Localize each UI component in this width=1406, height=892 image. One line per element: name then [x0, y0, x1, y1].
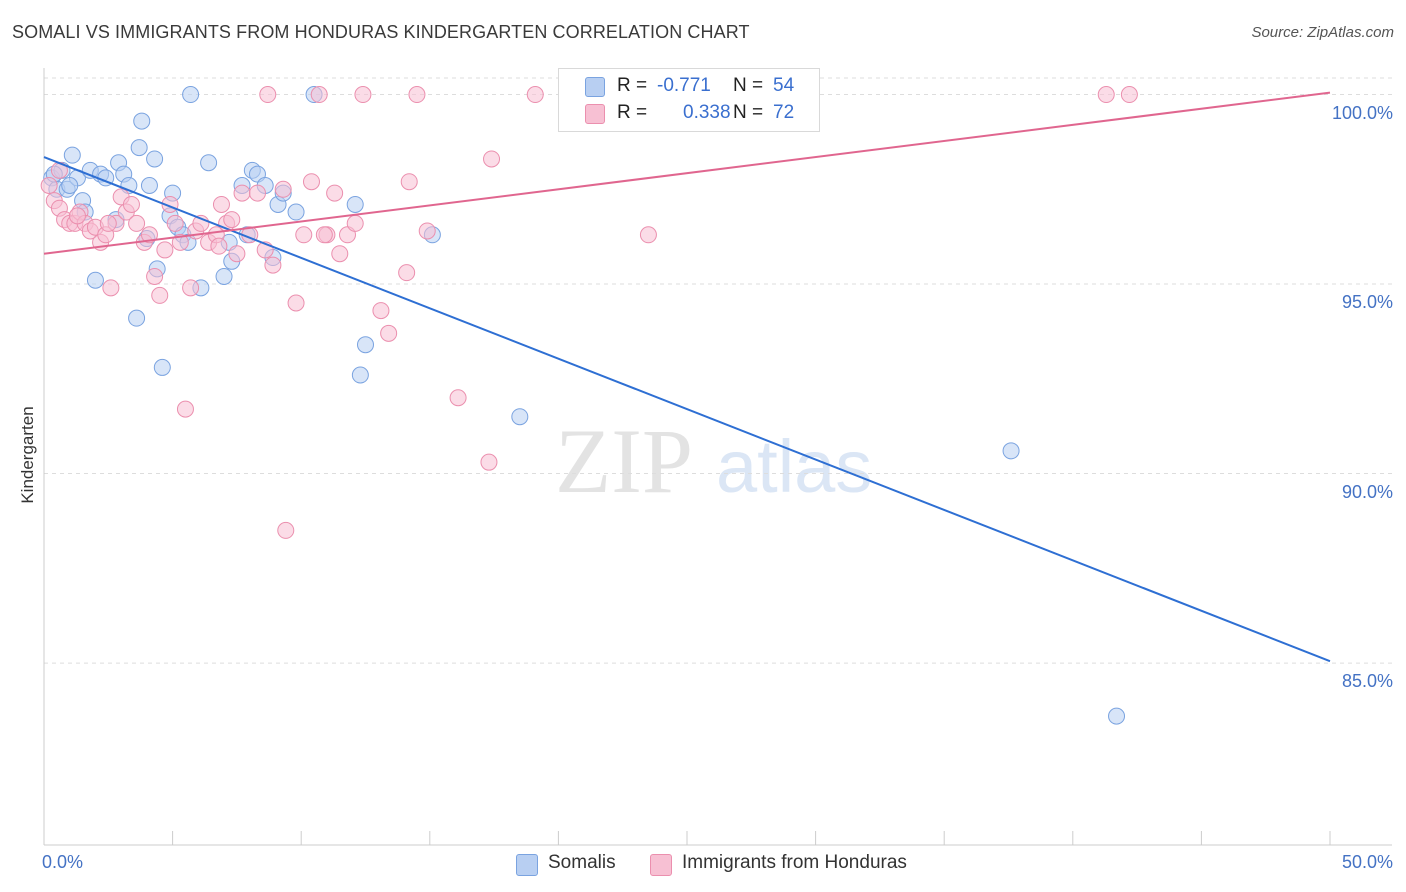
r-label: R = — [617, 75, 648, 96]
somalis-point — [61, 176, 79, 194]
honduras-point — [212, 195, 230, 213]
honduras-swatch — [650, 854, 672, 876]
x-tick-max: 50.0% — [1341, 852, 1393, 872]
honduras-point — [295, 226, 313, 244]
honduras-point — [346, 214, 364, 232]
honduras-point — [331, 245, 349, 263]
honduras-point — [228, 245, 246, 263]
somalis-point — [63, 146, 81, 164]
honduras-point — [99, 214, 117, 232]
honduras-point — [287, 294, 305, 312]
honduras-point — [1120, 86, 1138, 104]
honduras-point — [449, 389, 467, 407]
honduras-point — [259, 86, 277, 104]
honduras-point — [140, 226, 158, 244]
y-tick-label: 85.0% — [1341, 671, 1393, 692]
honduras-point — [480, 453, 498, 471]
somalis-swatch — [516, 854, 538, 876]
somalis-point — [1002, 442, 1020, 460]
x-tick-min: 0.0% — [42, 852, 84, 872]
honduras-point — [233, 184, 251, 202]
y-tick-label: 90.0% — [1341, 481, 1393, 502]
r-label: R = — [617, 102, 648, 123]
somalis-point — [146, 150, 164, 168]
honduras-point — [176, 400, 194, 418]
honduras-point — [526, 86, 544, 104]
somalis-point — [287, 203, 305, 221]
somalis-point — [86, 271, 104, 289]
honduras-point — [310, 86, 328, 104]
somalis-point — [351, 366, 369, 384]
honduras-point — [122, 195, 140, 213]
honduras-point — [151, 286, 169, 304]
y-tick-label: 95.0% — [1341, 292, 1393, 313]
somalis-point — [133, 112, 151, 130]
somalis-point — [200, 154, 218, 172]
honduras-point — [102, 279, 120, 297]
somalis-point — [511, 408, 529, 426]
somalis-point — [346, 195, 364, 213]
honduras-swatch — [585, 104, 605, 124]
somalis-point — [182, 86, 200, 104]
honduras-point — [408, 86, 426, 104]
somalis-trend-line — [43, 156, 1331, 663]
honduras-point — [315, 226, 333, 244]
n-label: N = — [733, 75, 764, 96]
honduras-point — [248, 184, 266, 202]
honduras-point — [210, 237, 228, 255]
honduras-point — [277, 521, 295, 539]
watermark-zip: ZIP — [555, 410, 693, 512]
somalis-point — [215, 267, 233, 285]
source-credit: Source: ZipAtlas.com — [1251, 24, 1394, 41]
honduras-point — [400, 173, 418, 191]
honduras-point — [146, 267, 164, 285]
r-value: -0.771 — [657, 75, 711, 96]
honduras-point — [274, 180, 292, 198]
r-value: 0.338 — [683, 102, 731, 123]
honduras-point — [418, 222, 436, 240]
honduras-point — [68, 207, 86, 225]
honduras-point — [354, 86, 372, 104]
honduras-point — [1097, 86, 1115, 104]
legend-label: Somalis — [548, 852, 616, 873]
honduras-point — [223, 211, 241, 229]
stats-box: R = -0.771 N = 54 R = 0.338 N = 72 — [558, 68, 820, 132]
honduras-point — [40, 176, 58, 194]
honduras-point — [182, 279, 200, 297]
n-value: 54 — [773, 75, 795, 96]
somalis-point — [140, 176, 158, 194]
honduras-point — [156, 241, 174, 259]
watermark-atlas: atlas — [716, 425, 872, 508]
somalis-point — [128, 309, 146, 327]
honduras-point — [398, 264, 416, 282]
honduras-point — [264, 256, 282, 274]
somalis-swatch — [585, 77, 605, 97]
honduras-point — [326, 184, 344, 202]
honduras-point — [171, 233, 189, 251]
n-label: N = — [733, 102, 764, 123]
somalis-point — [153, 358, 171, 376]
legend-label: Immigrants from Honduras — [682, 852, 907, 873]
somalis-point — [130, 139, 148, 157]
honduras-point — [380, 324, 398, 342]
somalis-point — [1108, 707, 1126, 725]
honduras-point — [128, 214, 146, 232]
y-tick-label: 100.0% — [1331, 102, 1393, 123]
chart-title: SOMALI VS IMMIGRANTS FROM HONDURAS KINDE… — [12, 22, 750, 42]
honduras-point — [639, 226, 657, 244]
honduras-trend-line — [43, 91, 1331, 255]
honduras-point — [166, 214, 184, 232]
n-value: 72 — [773, 102, 795, 123]
honduras-point — [372, 302, 390, 320]
honduras-point — [302, 173, 320, 191]
honduras-point — [483, 150, 501, 168]
somalis-point — [357, 336, 374, 354]
